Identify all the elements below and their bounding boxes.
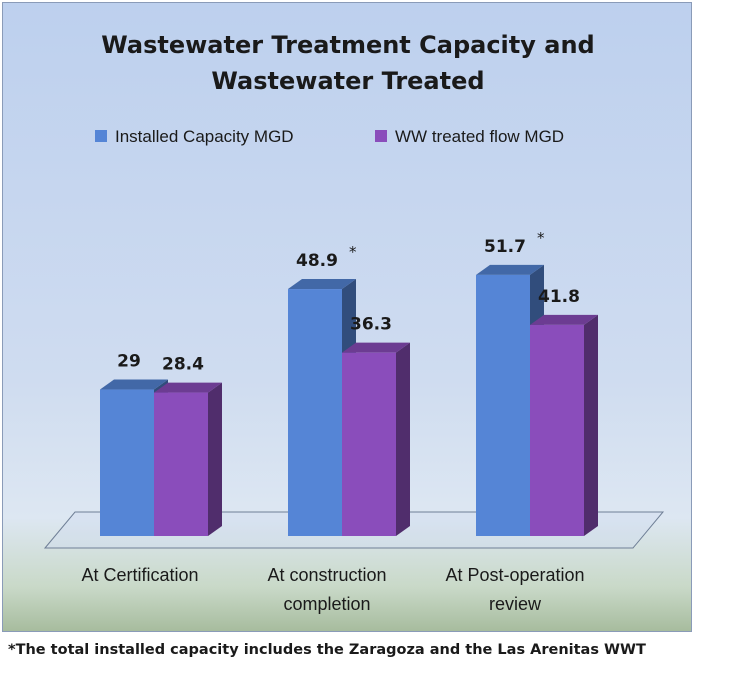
category-label-2-line-1: review xyxy=(489,594,542,614)
data-label-installed-capacity-1: 48.9 xyxy=(296,251,338,271)
legend: Installed Capacity MGD WW treated flow M… xyxy=(95,127,564,146)
legend-swatch-installed-capacity xyxy=(95,130,107,142)
chart-title-line-1: Wastewater Treatment Capacity and xyxy=(101,31,594,59)
bar-top-ww-treated-2 xyxy=(530,314,598,325)
bar-ww-treated-2 xyxy=(530,324,584,536)
bar-side-ww-treated-0 xyxy=(208,382,222,536)
category-label-1-line-0: At construction xyxy=(267,565,386,585)
bar-side-ww-treated-1 xyxy=(396,342,410,536)
bar-installed-capacity-1 xyxy=(288,289,342,536)
data-label-installed-capacity-2: 51.7 xyxy=(484,237,526,257)
data-label-installed-capacity-0: 29 xyxy=(117,352,141,372)
legend-label-installed-capacity: Installed Capacity MGD xyxy=(115,127,294,146)
category-label-2-line-0: At Post-operation xyxy=(445,565,584,585)
bar-installed-capacity-2 xyxy=(476,274,530,536)
chart-svg: Wastewater Treatment Capacity and Wastew… xyxy=(43,31,665,614)
data-label-marker-installed-capacity-2: * xyxy=(537,229,545,247)
bar-top-ww-treated-1 xyxy=(342,342,410,353)
bar-ww-treated-0 xyxy=(154,392,208,536)
legend-swatch-ww-treated xyxy=(375,130,387,142)
legend-label-ww-treated: WW treated flow MGD xyxy=(395,127,564,146)
bar-top-installed-capacity-0 xyxy=(100,379,168,390)
bar-ww-treated-1 xyxy=(342,352,396,536)
bar-top-installed-capacity-2 xyxy=(476,264,544,275)
category-label-0-line-0: At Certification xyxy=(81,565,198,585)
data-label-ww-treated-0: 28.4 xyxy=(162,355,204,375)
bar-installed-capacity-0 xyxy=(100,389,154,536)
bar-side-ww-treated-2 xyxy=(584,314,598,536)
data-label-ww-treated-2: 41.8 xyxy=(538,287,580,307)
footnote: *The total installed capacity includes t… xyxy=(8,642,646,658)
data-label-ww-treated-1: 36.3 xyxy=(350,315,392,335)
bar-top-installed-capacity-1 xyxy=(288,279,356,290)
data-label-marker-installed-capacity-1: * xyxy=(349,243,357,261)
chart-title-line-2: Wastewater Treated xyxy=(211,67,484,95)
bar-top-ww-treated-0 xyxy=(154,382,222,393)
chart-frame: Wastewater Treatment Capacity and Wastew… xyxy=(2,2,692,632)
plot-area: 29 48.9 * 51.7 * 28.4 36.3 41.8 At Certification… xyxy=(43,229,665,614)
category-label-1-line-1: completion xyxy=(283,594,370,614)
